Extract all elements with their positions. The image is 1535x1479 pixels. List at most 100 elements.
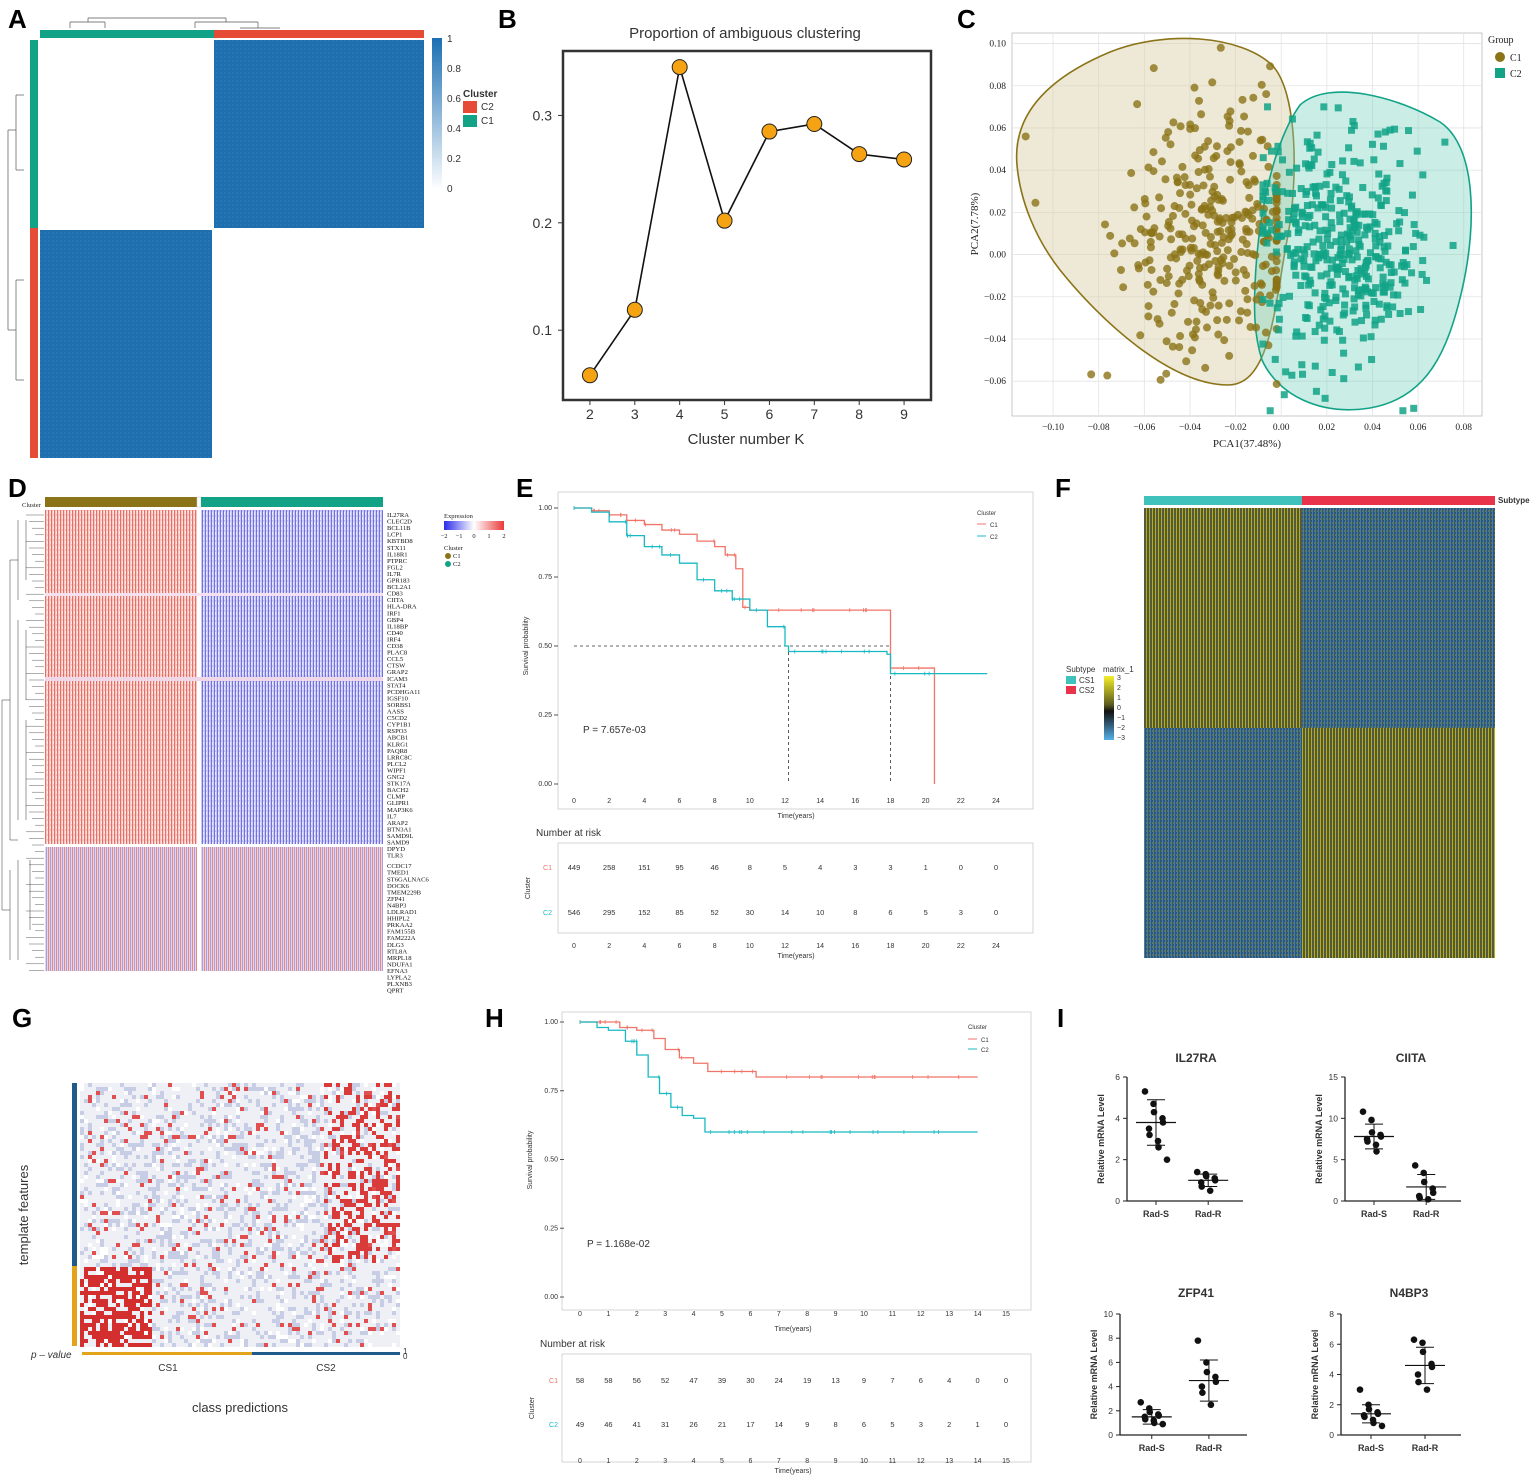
heatmap-cell bbox=[248, 1187, 252, 1191]
heatmap-cell bbox=[208, 1195, 212, 1199]
heatmap-cell bbox=[100, 1235, 104, 1239]
heatmap-cell bbox=[160, 1203, 164, 1207]
heatmap-cell bbox=[296, 1191, 300, 1195]
heatmap-cell bbox=[176, 1127, 180, 1131]
heatmap-block-c1 bbox=[40, 230, 212, 458]
heatmap-cell bbox=[324, 1143, 328, 1147]
heatmap-cell bbox=[116, 1195, 120, 1199]
heatmap-cell bbox=[340, 1119, 344, 1123]
heatmap-cell bbox=[128, 1087, 132, 1091]
heatmap-cell bbox=[380, 1199, 384, 1203]
heatmap-cell bbox=[244, 1219, 248, 1223]
point-c2 bbox=[1355, 240, 1363, 248]
heatmap-cell bbox=[356, 1107, 360, 1111]
plot-frame bbox=[557, 491, 1034, 810]
heatmap-cell bbox=[144, 1207, 148, 1211]
heatmap-cell bbox=[116, 1215, 120, 1219]
heatmap-cell bbox=[252, 1119, 256, 1123]
point-c2 bbox=[1259, 154, 1267, 162]
heatmap-cell bbox=[196, 1143, 200, 1147]
heatmap-cell bbox=[224, 1207, 228, 1211]
point-c1 bbox=[1119, 283, 1128, 292]
heatmap-cell bbox=[320, 1187, 324, 1191]
heatmap-cell bbox=[260, 1151, 264, 1155]
heatmap-cell bbox=[344, 1167, 348, 1171]
heatmap-cell bbox=[332, 1227, 336, 1231]
heatmap-cell bbox=[148, 1187, 152, 1191]
heatmap-cell bbox=[140, 1175, 144, 1179]
gene-label: KLRG1 bbox=[387, 741, 408, 748]
point-c2 bbox=[1285, 207, 1293, 215]
heatmap-cell bbox=[204, 1251, 208, 1255]
point-c2 bbox=[1340, 375, 1348, 383]
heatmap-cell bbox=[152, 1151, 156, 1155]
heatmap-cell bbox=[296, 1267, 300, 1271]
risk-count: 46 bbox=[710, 863, 718, 872]
heatmap-cell bbox=[152, 1091, 156, 1095]
heatmap-cell bbox=[368, 1219, 372, 1223]
heatmap-cell bbox=[196, 1207, 200, 1211]
heatmap-cell bbox=[184, 1267, 188, 1271]
heatmap-cell bbox=[300, 1251, 304, 1255]
heatmap-cell bbox=[248, 1227, 252, 1231]
heatmap-cell bbox=[128, 1123, 132, 1127]
heatmap-cell bbox=[236, 1179, 240, 1183]
point-c1 bbox=[1163, 264, 1172, 273]
heatmap-cell bbox=[156, 1179, 160, 1183]
heatmap-cell bbox=[368, 1143, 372, 1147]
heatmap-cell bbox=[304, 1183, 308, 1187]
heatmap-cell bbox=[116, 1203, 120, 1207]
heatmap-cell bbox=[196, 1191, 200, 1195]
heatmap-cell bbox=[84, 1263, 88, 1267]
heatmap-cell bbox=[368, 1123, 372, 1127]
point-c2 bbox=[1374, 130, 1382, 138]
y-tick-label: 0.1 bbox=[533, 322, 553, 338]
heatmap-cell bbox=[136, 1251, 140, 1255]
point-c2 bbox=[1352, 247, 1360, 255]
heatmap-cell bbox=[344, 1219, 348, 1223]
heatmap-cell bbox=[348, 1135, 352, 1139]
heatmap-cell bbox=[260, 1243, 264, 1247]
heatmap-cell bbox=[200, 1219, 204, 1223]
heatmap-cell bbox=[120, 1179, 124, 1183]
heatmap-cell bbox=[204, 1167, 208, 1171]
point-c2 bbox=[1398, 276, 1406, 284]
point-c1 bbox=[1272, 193, 1281, 202]
heatmap-cell bbox=[352, 1083, 356, 1087]
heatmap-cell bbox=[260, 1259, 264, 1263]
heatmap-cell bbox=[96, 1135, 100, 1139]
heatmap-cell bbox=[356, 1171, 360, 1175]
point-c1 bbox=[1201, 363, 1210, 372]
heatmap-cell bbox=[108, 1131, 112, 1135]
heatmap-cell bbox=[260, 1127, 264, 1131]
heatmap-cell bbox=[240, 1115, 244, 1119]
point-c2 bbox=[1339, 336, 1347, 344]
heatmap-cell bbox=[96, 1191, 100, 1195]
heatmap-cell bbox=[264, 1111, 268, 1115]
point-c1 bbox=[1176, 248, 1185, 257]
heatmap-cell bbox=[252, 1099, 256, 1103]
heatmap-cell bbox=[396, 1251, 400, 1255]
point-c2 bbox=[1449, 241, 1457, 249]
point-c2 bbox=[1327, 264, 1335, 272]
heatmap-cell bbox=[168, 1195, 172, 1199]
heatmap-cell bbox=[232, 1123, 236, 1127]
heatmap-cell bbox=[144, 1111, 148, 1115]
heatmap-cell bbox=[204, 1255, 208, 1259]
heatmap-cell bbox=[352, 1203, 356, 1207]
heatmap-cell bbox=[336, 1211, 340, 1215]
heatmap-cell bbox=[276, 1243, 280, 1247]
heatmap-cell bbox=[248, 1247, 252, 1251]
heatmap-cell bbox=[288, 1199, 292, 1203]
heatmap-cell bbox=[188, 1187, 192, 1191]
heatmap-cell bbox=[176, 1099, 180, 1103]
point-c2 bbox=[1323, 235, 1331, 243]
heatmap-cell bbox=[84, 1203, 88, 1207]
heatmap-cell bbox=[308, 1163, 312, 1167]
heatmap-cell bbox=[176, 1115, 180, 1119]
heatmap-cell bbox=[240, 1207, 244, 1211]
heatmap-cell bbox=[272, 1123, 276, 1127]
heatmap-cell bbox=[88, 1139, 92, 1143]
point-c2 bbox=[1283, 245, 1291, 253]
heatmap-cell bbox=[396, 1171, 400, 1175]
